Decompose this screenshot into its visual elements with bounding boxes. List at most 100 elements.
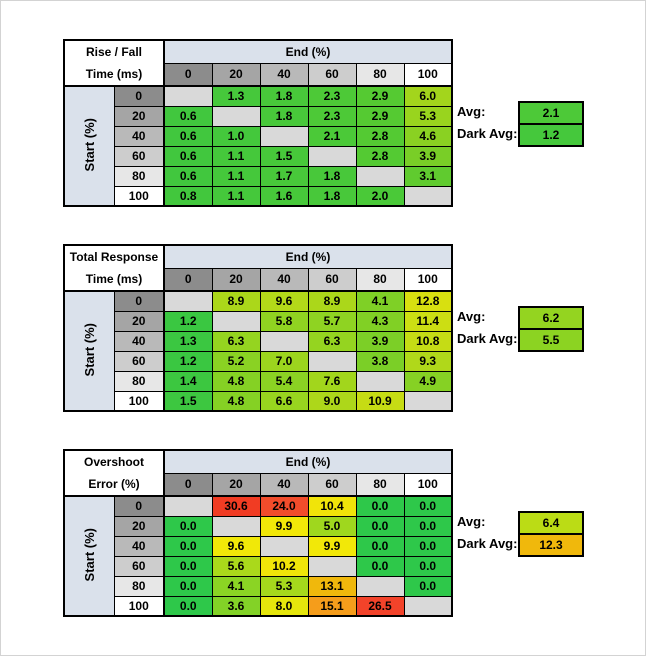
data-cell[interactable]: 1.0 — [211, 125, 261, 147]
row-header-cell[interactable]: 80 — [113, 370, 165, 392]
col-header-cell[interactable]: 100 — [403, 267, 453, 292]
data-cell[interactable]: 1.4 — [163, 370, 213, 392]
end-percent-header[interactable]: End (%) — [163, 244, 453, 269]
overshoot-title-cell[interactable]: Overshoot Error (%) — [63, 449, 165, 497]
row-header-cell[interactable]: 60 — [113, 555, 165, 577]
dark-avg-value-cell[interactable]: 5.5 — [520, 330, 582, 350]
data-cell[interactable]: 0.0 — [163, 575, 213, 597]
data-cell[interactable]: 0.0 — [163, 595, 213, 617]
data-cell[interactable]: 0.0 — [163, 555, 213, 577]
data-cell[interactable]: 0.0 — [403, 575, 453, 597]
data-cell[interactable]: 0.0 — [355, 535, 405, 557]
blank-cell[interactable] — [403, 185, 453, 207]
data-cell[interactable]: 6.3 — [211, 330, 261, 352]
data-cell[interactable]: 8.9 — [307, 290, 357, 312]
data-cell[interactable]: 2.0 — [355, 185, 405, 207]
start-percent-label-cell[interactable]: Start (%) — [63, 290, 115, 412]
data-cell[interactable]: 1.2 — [163, 310, 213, 332]
row-header-cell[interactable]: 60 — [113, 350, 165, 372]
data-cell[interactable]: 1.8 — [259, 85, 309, 107]
data-cell[interactable]: 2.8 — [355, 125, 405, 147]
col-header-cell[interactable]: 0 — [163, 267, 213, 292]
data-cell[interactable]: 4.1 — [211, 575, 261, 597]
col-header-cell[interactable]: 20 — [211, 267, 261, 292]
data-cell[interactable]: 2.3 — [307, 105, 357, 127]
data-cell[interactable]: 0.8 — [163, 185, 213, 207]
data-cell[interactable]: 1.8 — [259, 105, 309, 127]
data-cell[interactable]: 0.0 — [355, 495, 405, 517]
data-cell[interactable]: 1.1 — [211, 145, 261, 167]
data-cell[interactable]: 2.9 — [355, 105, 405, 127]
row-header-cell[interactable]: 0 — [113, 85, 165, 107]
data-cell[interactable]: 13.1 — [307, 575, 357, 597]
dark-avg-label[interactable]: Dark Avg: — [457, 536, 518, 551]
data-cell[interactable]: 5.7 — [307, 310, 357, 332]
data-cell[interactable]: 0.0 — [403, 495, 453, 517]
blank-cell[interactable] — [307, 145, 357, 167]
dark-avg-label[interactable]: Dark Avg: — [457, 331, 518, 346]
row-header-cell[interactable]: 20 — [113, 515, 165, 537]
data-cell[interactable]: 1.5 — [259, 145, 309, 167]
data-cell[interactable]: 7.6 — [307, 370, 357, 392]
col-header-cell[interactable]: 60 — [307, 472, 357, 497]
blank-cell[interactable] — [211, 515, 261, 537]
col-header-cell[interactable]: 40 — [259, 267, 309, 292]
data-cell[interactable]: 6.0 — [403, 85, 453, 107]
data-cell[interactable]: 11.4 — [403, 310, 453, 332]
data-cell[interactable]: 3.9 — [355, 330, 405, 352]
data-cell[interactable]: 26.5 — [355, 595, 405, 617]
data-cell[interactable]: 4.3 — [355, 310, 405, 332]
data-cell[interactable]: 3.6 — [211, 595, 261, 617]
row-header-cell[interactable]: 40 — [113, 535, 165, 557]
data-cell[interactable]: 1.3 — [211, 85, 261, 107]
row-header-cell[interactable]: 60 — [113, 145, 165, 167]
data-cell[interactable]: 0.0 — [163, 535, 213, 557]
data-cell[interactable]: 30.6 — [211, 495, 261, 517]
data-cell[interactable]: 1.7 — [259, 165, 309, 187]
data-cell[interactable]: 0.0 — [163, 515, 213, 537]
start-percent-label-cell[interactable]: Start (%) — [63, 85, 115, 207]
data-cell[interactable]: 1.8 — [307, 185, 357, 207]
data-cell[interactable]: 15.1 — [307, 595, 357, 617]
avg-label[interactable]: Avg: — [457, 104, 486, 119]
col-header-cell[interactable]: 60 — [307, 267, 357, 292]
data-cell[interactable]: 8.0 — [259, 595, 309, 617]
blank-cell[interactable] — [403, 390, 453, 412]
data-cell[interactable]: 0.6 — [163, 165, 213, 187]
data-cell[interactable]: 1.1 — [211, 165, 261, 187]
data-cell[interactable]: 5.3 — [259, 575, 309, 597]
data-cell[interactable]: 4.9 — [403, 370, 453, 392]
data-cell[interactable]: 9.0 — [307, 390, 357, 412]
data-cell[interactable]: 8.9 — [211, 290, 261, 312]
dark-avg-value-cell[interactable]: 12.3 — [520, 535, 582, 555]
row-header-cell[interactable]: 100 — [113, 185, 165, 207]
data-cell[interactable]: 6.3 — [307, 330, 357, 352]
row-header-cell[interactable]: 80 — [113, 575, 165, 597]
blank-cell[interactable] — [355, 370, 405, 392]
data-cell[interactable]: 4.1 — [355, 290, 405, 312]
col-header-cell[interactable]: 80 — [355, 62, 405, 87]
data-cell[interactable]: 2.3 — [307, 85, 357, 107]
data-cell[interactable]: 10.2 — [259, 555, 309, 577]
data-cell[interactable]: 0.0 — [355, 555, 405, 577]
row-header-cell[interactable]: 40 — [113, 330, 165, 352]
data-cell[interactable]: 9.6 — [259, 290, 309, 312]
blank-cell[interactable] — [259, 535, 309, 557]
data-cell[interactable]: 24.0 — [259, 495, 309, 517]
row-header-cell[interactable]: 40 — [113, 125, 165, 147]
col-header-cell[interactable]: 60 — [307, 62, 357, 87]
blank-cell[interactable] — [163, 495, 213, 517]
blank-cell[interactable] — [307, 555, 357, 577]
col-header-cell[interactable]: 20 — [211, 472, 261, 497]
data-cell[interactable]: 5.2 — [211, 350, 261, 372]
data-cell[interactable]: 3.9 — [403, 145, 453, 167]
blank-cell[interactable] — [307, 350, 357, 372]
col-header-cell[interactable]: 40 — [259, 62, 309, 87]
end-percent-header[interactable]: End (%) — [163, 39, 453, 64]
blank-cell[interactable] — [211, 105, 261, 127]
data-cell[interactable]: 1.5 — [163, 390, 213, 412]
data-cell[interactable]: 10.9 — [355, 390, 405, 412]
data-cell[interactable]: 1.3 — [163, 330, 213, 352]
row-header-cell[interactable]: 100 — [113, 595, 165, 617]
data-cell[interactable]: 4.8 — [211, 390, 261, 412]
